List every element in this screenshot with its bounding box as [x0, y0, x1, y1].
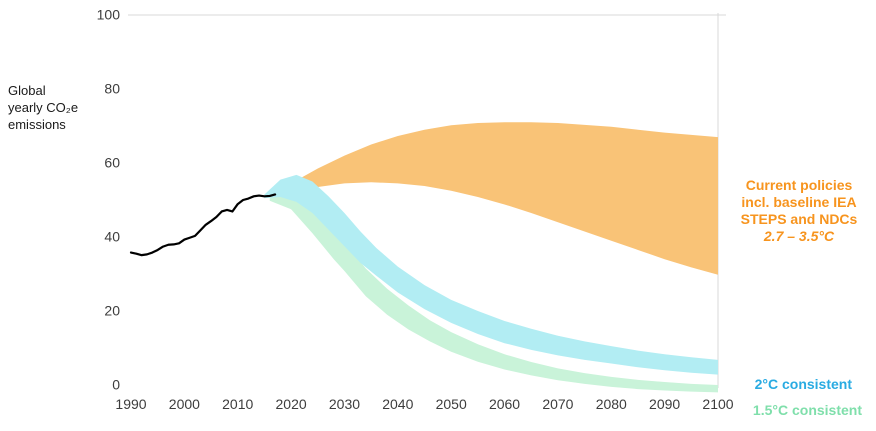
- current-policies-annotation: Current policies incl. baseline IEA STEP…: [723, 177, 875, 245]
- svg-text:2060: 2060: [489, 396, 520, 412]
- one-five-degree-annotation: 1.5°C consistent: [752, 402, 862, 418]
- current-policies-line-1: Current policies: [745, 177, 853, 193]
- svg-text:2050: 2050: [436, 396, 467, 412]
- svg-text:1990: 1990: [115, 396, 146, 412]
- svg-text:2040: 2040: [382, 396, 413, 412]
- y-axis-title-line-3: emissions: [8, 117, 66, 132]
- svg-text:2090: 2090: [649, 396, 680, 412]
- y-axis-title-line-1: Global: [8, 83, 46, 98]
- svg-text:60: 60: [104, 155, 120, 171]
- current-policies-temp-range: 2.7 – 3.5°C: [763, 228, 835, 244]
- svg-text:80: 80: [104, 81, 120, 97]
- y-axis-title: Global yearly CO₂e emissions: [8, 82, 78, 133]
- svg-text:0: 0: [112, 377, 120, 393]
- svg-text:2030: 2030: [329, 396, 360, 412]
- svg-text:100: 100: [97, 7, 121, 23]
- y-axis-title-line-2: yearly CO₂e: [8, 100, 79, 115]
- current-policies-line-2: incl. baseline IEA: [741, 194, 857, 210]
- svg-text:20: 20: [104, 303, 120, 319]
- svg-text:2070: 2070: [542, 396, 573, 412]
- svg-text:2020: 2020: [276, 396, 307, 412]
- current-policies-line-3: STEPS and NDCs: [740, 211, 858, 227]
- svg-text:2010: 2010: [222, 396, 253, 412]
- svg-text:40: 40: [104, 229, 120, 245]
- svg-text:2100: 2100: [702, 396, 733, 412]
- svg-text:2000: 2000: [169, 396, 200, 412]
- two-degree-annotation: 2°C consistent: [754, 376, 852, 392]
- svg-text:2080: 2080: [596, 396, 627, 412]
